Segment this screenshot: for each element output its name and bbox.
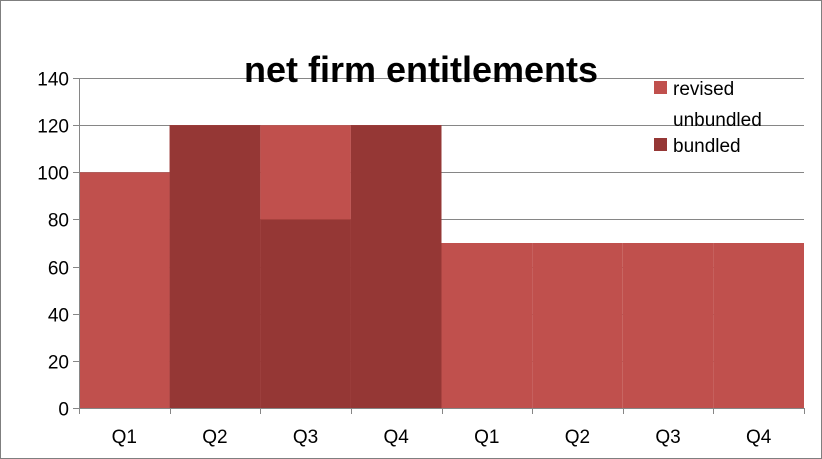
x-tick-label: Q2: [202, 427, 227, 448]
x-tick-label: Q1: [112, 427, 137, 448]
x-tick-label: Q4: [384, 427, 410, 448]
bar-revised-unbundled: [79, 172, 170, 408]
legend-label-bundled: bundled: [673, 136, 741, 157]
legend-label-revised-unbundled: revised unbundled: [673, 79, 762, 131]
legend-swatch-revised-unbundled: [654, 81, 667, 94]
y-tick-label: 60: [48, 259, 69, 280]
bar-revised-unbundled: [713, 243, 804, 408]
bar-revised-unbundled: [622, 243, 714, 408]
y-tick-label: 140: [37, 70, 69, 91]
y-tick-label: 20: [48, 353, 69, 374]
bar-bundled: [350, 125, 442, 409]
chart-title: net firm entitlements: [244, 49, 598, 90]
bars: [79, 125, 804, 409]
x-tick-label: Q4: [746, 427, 772, 448]
bar-revised-unbundled: [441, 243, 533, 408]
y-tick-label: 40: [48, 306, 69, 327]
bar-revised-unbundled: [532, 243, 623, 408]
y-tick-label: 100: [37, 164, 69, 185]
x-tick-label: Q1: [474, 427, 499, 448]
bar-bundled: [169, 125, 261, 409]
x-tick-label: Q3: [655, 427, 680, 448]
axes: 0 20 40 60 80 100 120 140 Q1 Q2 Q3 Q4 Q1 Q2 Q3 Q4: [37, 70, 805, 448]
legend: revised unbundled bundled: [654, 79, 762, 157]
y-tick-label: 120: [37, 117, 69, 138]
bar-bundled: [260, 219, 351, 408]
legend-swatch-bundled: [654, 138, 667, 151]
x-tick-label: Q2: [565, 427, 590, 448]
y-tick-label: 0: [58, 400, 69, 421]
y-tick-label: 80: [48, 211, 69, 232]
x-tick-label: Q3: [293, 427, 318, 448]
